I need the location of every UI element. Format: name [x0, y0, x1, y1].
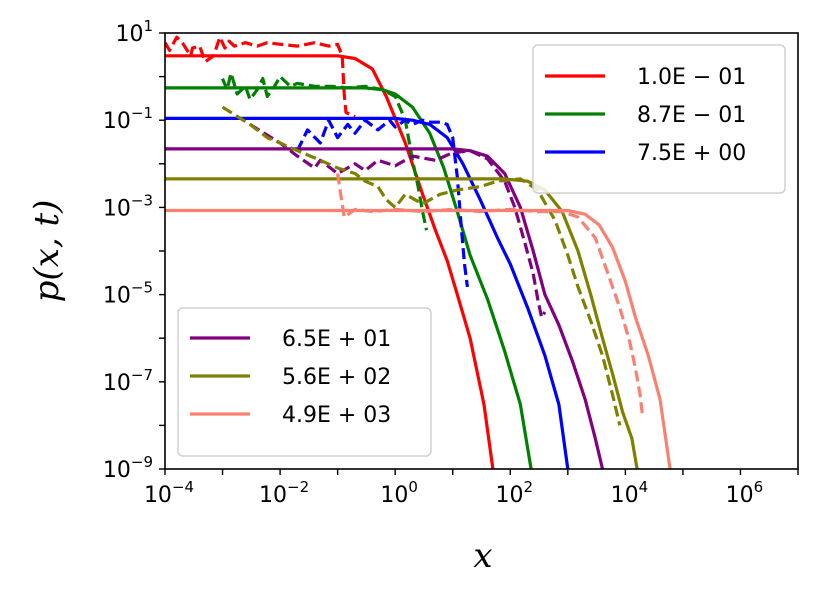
x-tick-label: 102 — [495, 478, 533, 508]
y-tick-label: 10−5 — [103, 279, 153, 309]
y-tick-label: 101 — [115, 17, 153, 47]
legend-bottom-frame — [177, 307, 432, 457]
series-5-solid-line — [165, 208, 672, 469]
legend-label-3: 6.5E + 01 — [282, 327, 391, 352]
x-axis-title: x — [473, 536, 492, 576]
y-axis-ticks: 101 10−1 10−3 10−5 10−7 10−9 — [103, 17, 165, 483]
x-tick-label: 100 — [380, 478, 418, 508]
x-tick-label: 106 — [726, 478, 764, 508]
series-4-dashed-line — [221, 105, 622, 426]
legend-top-right: 1.0E − 01 8.7E − 01 7.5E + 00 — [532, 44, 786, 194]
x-tick-label: 104 — [611, 478, 649, 508]
legend-label-1: 8.7E − 01 — [637, 103, 746, 128]
series-3-dashed-line — [249, 123, 547, 319]
legend-label-2: 7.5E + 00 — [637, 141, 746, 166]
x-axis-ticks: 10−4 10−2 100 102 104 106 — [144, 469, 799, 508]
legend-top-frame — [532, 44, 786, 194]
series-0-dashed-line — [165, 35, 356, 119]
legend-label-0: 1.0E − 01 — [637, 65, 746, 90]
series-5-dashed-line — [336, 173, 645, 418]
legend-label-5: 4.9E + 03 — [282, 403, 391, 428]
y-tick-label: 10−3 — [103, 191, 153, 221]
legend-label-4: 5.6E + 02 — [282, 365, 391, 390]
series-2-dashed-line — [295, 118, 469, 288]
y-tick-label: 10−7 — [103, 366, 153, 396]
series-1-dashed-line — [221, 71, 429, 231]
y-tick-label: 10−1 — [103, 104, 153, 134]
series-3-solid-line — [165, 147, 605, 469]
x-tick-label: 10−4 — [144, 478, 194, 508]
series-layer — [165, 35, 672, 469]
series-2-solid-line — [165, 116, 570, 469]
series-0-solid-line — [165, 54, 495, 469]
y-axis-title: p(x, t) — [27, 200, 67, 303]
y-tick-label: 10−9 — [103, 453, 153, 483]
legend-bottom-left: 6.5E + 01 5.6E + 02 4.9E + 03 — [177, 307, 432, 457]
x-tick-label: 10−2 — [259, 478, 309, 508]
